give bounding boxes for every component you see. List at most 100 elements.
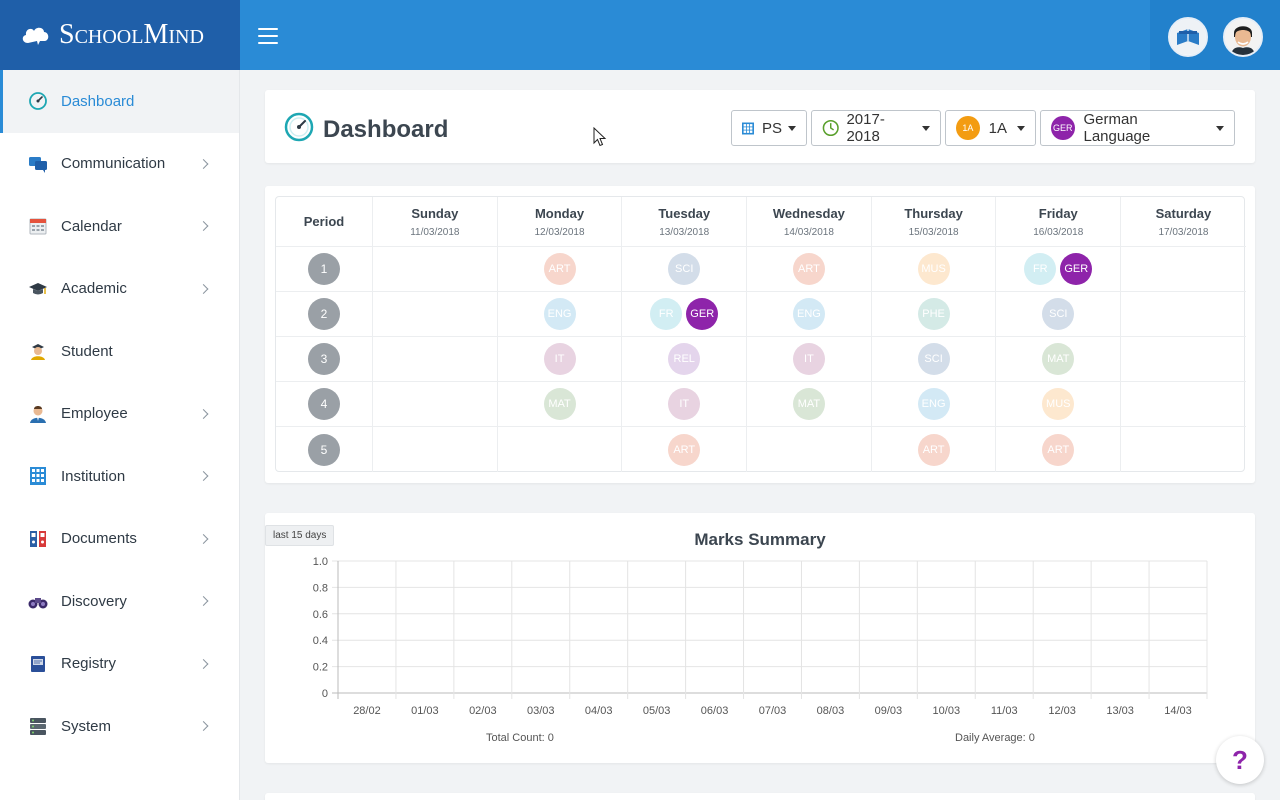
timetable-row: 1 ART SCI ART MUS FR GER [276,247,1246,292]
daily-average: Daily Average: 0 [955,732,1035,744]
chevron-right-icon [198,471,209,482]
subject-badge-it[interactable]: IT [543,343,576,375]
sidebar-item-communication[interactable]: Communication [0,133,239,196]
sidebar-item-label: Communication [61,155,166,173]
sidebar-item-employee[interactable]: Employee [0,383,239,446]
sidebar-item-system[interactable]: System [0,695,239,758]
x-tick-label: 03/03 [527,705,555,717]
subject-badge-mat[interactable]: MAT [1042,343,1075,375]
subject-badge-mat[interactable]: MAT [792,388,825,420]
subject-badge-ger[interactable]: GER [1060,253,1093,285]
sidebar-item-label: Student [61,342,113,360]
year-select[interactable]: 2017-2018 [811,110,941,146]
x-tick-label: 10/03 [933,705,961,717]
subject-badge-it[interactable]: IT [792,343,825,375]
dashboard-gauge-icon [284,112,314,142]
day-name: Wednesday [772,205,845,221]
dashboard-header: Dashboard PS 2017-2018 1A 1A GER German … [265,90,1255,163]
subject-badge-art[interactable]: ART [917,433,950,466]
subject-badge-sci[interactable]: SCI [668,253,701,285]
sidebar-item-academic[interactable]: Academic [0,258,239,321]
timetable-cell: ENG [498,292,623,336]
timetable-cell: SCI [622,247,748,291]
subject-badge-it[interactable]: IT [668,388,701,420]
sidebar-item-calendar[interactable]: Calendar [0,195,239,258]
registry-book-icon [28,654,48,674]
sidebar-item-registry[interactable]: Registry [0,633,239,696]
subject-badge-ger[interactable]: GER [686,298,719,330]
subject-badge-mus[interactable]: MUS [917,253,950,285]
timetable-cell: FR GER [622,292,748,336]
period-cell: 2 [276,292,373,336]
binoculars-icon [28,591,48,611]
chevron-right-icon [198,283,209,294]
period-header: Period [303,214,345,229]
help-button[interactable]: ? [1216,736,1264,784]
menu-toggle-icon[interactable] [258,28,278,44]
timetable-cell: FR GER [996,247,1122,291]
subject-badge-art[interactable]: ART [792,253,825,285]
subject-badge-eng[interactable]: ENG [543,298,576,330]
subject-badge-sci[interactable]: SCI [917,343,950,375]
subject-badge-phe[interactable]: PHE [917,298,950,330]
x-tick-label: 07/03 [759,705,787,717]
class-select[interactable]: 1A 1A [945,110,1036,146]
day-name: Tuesday [658,205,711,221]
school-logo-avatar[interactable] [1168,17,1208,57]
sidebar: Dashboard Communication Calendar Academic St… [0,70,240,800]
day-date: 13/03/2018 [659,226,710,238]
subject-badge-mat[interactable]: MAT [543,388,576,420]
dashboard-gauge-icon [28,91,48,111]
student-icon [28,341,48,361]
sidebar-item-documents[interactable]: Documents [0,508,239,571]
calendar-icon [28,216,48,236]
day-header-monday: Monday 12/03/2018 [498,197,623,246]
sidebar-item-dashboard[interactable]: Dashboard [0,70,239,133]
chevron-right-icon [198,658,209,669]
subject-badge-fr[interactable]: FR [1024,253,1057,285]
subject-badge-art[interactable]: ART [1042,433,1075,466]
timetable-cell [747,427,872,472]
school-select[interactable]: PS [731,110,807,146]
range-tag[interactable]: last 15 days [265,525,335,546]
subject-badge-eng[interactable]: ENG [792,298,825,330]
page-title: Dashboard [323,116,449,143]
timetable-cell: REL [622,337,748,381]
sidebar-item-student[interactable]: Student [0,320,239,383]
timetable-cell [373,427,498,472]
sidebar-item-discovery[interactable]: Discovery [0,570,239,633]
sidebar-item-label: Academic [61,280,127,298]
timetable-cell: MUS [996,382,1122,426]
subject-badge-sci[interactable]: SCI [1042,298,1075,330]
subject-badge-rel[interactable]: REL [668,343,701,375]
x-tick-label: 11/03 [991,705,1018,717]
total-count: Total Count: 0 [486,732,554,744]
subject-badge-fr[interactable]: FR [650,298,683,330]
timetable-cell: ART [872,427,997,472]
y-tick-label: 0.8 [313,582,328,594]
timetable-cell: IT [747,337,872,381]
subject-badge-art[interactable]: ART [543,253,576,285]
day-name: Friday [1038,205,1078,221]
day-header-sunday: Sunday 11/03/2018 [373,197,498,246]
subject-select[interactable]: GER German Language [1040,110,1235,146]
timetable-cell: MAT [996,337,1122,381]
sidebar-item-institution[interactable]: Institution [0,445,239,508]
day-date: 17/03/2018 [1158,226,1209,238]
sidebar-item-label: Discovery [61,592,127,610]
class-badge: 1A [956,116,980,140]
brand-logo[interactable]: SchoolMind [0,0,240,70]
day-date: 11/03/2018 [410,226,460,238]
timetable-cell: ART [996,427,1122,472]
timetable-cell [373,337,498,381]
period-number: 2 [308,298,340,330]
subject-badge-art[interactable]: ART [668,433,701,466]
x-tick-label: 01/03 [411,705,439,717]
user-avatar[interactable] [1223,17,1263,57]
subject-badge-eng[interactable]: ENG [917,388,950,420]
clock-icon [822,119,839,137]
day-header-friday: Friday 16/03/2018 [996,197,1122,246]
timetable-cell [1121,382,1246,426]
subject-badge-mus[interactable]: MUS [1042,388,1075,420]
timetable-card: Period Sunday 11/03/2018 Monday 12/03/2018 Tu… [265,186,1255,483]
